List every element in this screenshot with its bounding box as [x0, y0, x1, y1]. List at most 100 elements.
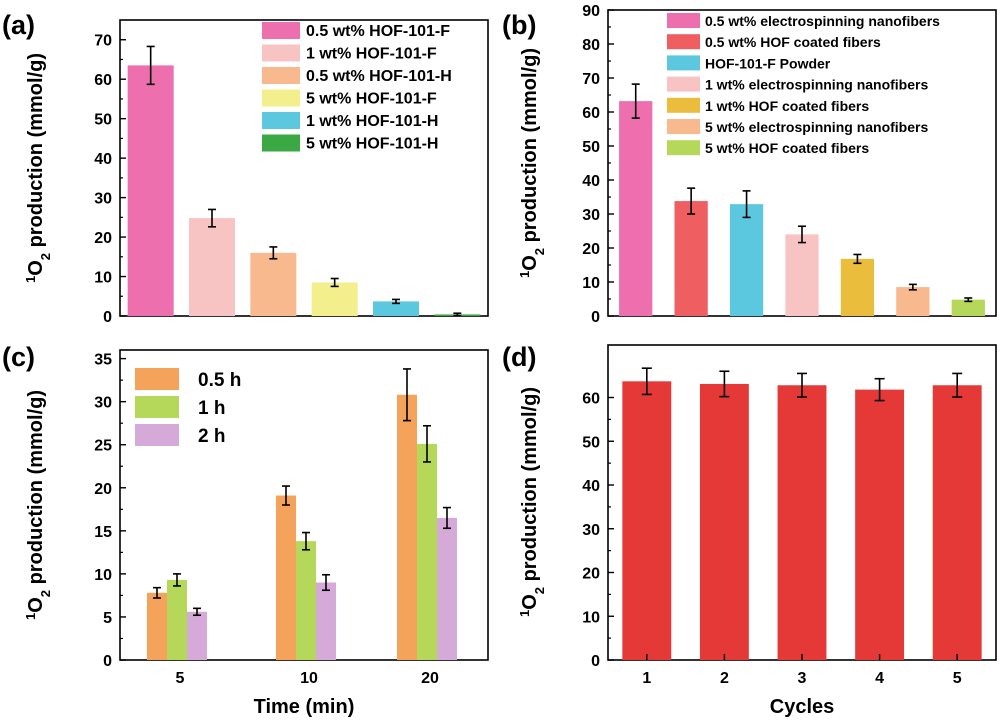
legend-label: HOF-101-F Powder	[705, 55, 831, 71]
x-axis-label: Time (min)	[254, 696, 355, 718]
x-tick-label: 4	[875, 670, 884, 687]
legend-label: 1 wt% HOF-101-H	[306, 113, 438, 130]
bar-7	[951, 299, 985, 316]
y-label-superscript: 1	[517, 610, 532, 617]
bar-05h-2	[276, 495, 296, 660]
y-tick-label: 20	[582, 241, 600, 258]
y-tick-label: 60	[94, 72, 112, 89]
y-tick-label: 30	[582, 522, 600, 539]
legend-label: 0.5 wt% HOF coated fibers	[705, 34, 881, 50]
bar-3	[729, 204, 764, 316]
y-label-subscript: 2	[38, 253, 53, 260]
y-label-main: O	[25, 260, 47, 276]
x-tick-label: 10	[300, 670, 318, 687]
y-axis-label: 1O2 production (mmol/g)	[23, 53, 53, 283]
legend-swatch	[667, 34, 700, 50]
bar-5	[373, 301, 419, 316]
legend-label: 0.5 h	[198, 370, 241, 391]
y-tick-label: 40	[582, 478, 600, 495]
bar-05h-1	[147, 592, 167, 660]
y-tick-label: 10	[582, 609, 600, 626]
x-tick-label: 2	[720, 670, 729, 687]
legend-swatch	[667, 140, 700, 156]
legend-swatch	[667, 76, 700, 92]
legend-swatch	[667, 13, 700, 28]
legend-label: 2 h	[198, 426, 225, 447]
bar-4	[311, 282, 358, 316]
legend-label: 5 wt% HOF-101-F	[306, 91, 437, 108]
y-axis-label: 1O2 production (mmol/g)	[517, 387, 547, 617]
bar-1h-1	[167, 579, 187, 660]
legend-label: 0.5 wt% electrospinning nanofibers	[705, 13, 940, 29]
legend-swatch	[262, 22, 300, 39]
panel-label: (d)	[502, 342, 536, 372]
bar-05h-3	[397, 394, 417, 660]
y-tick-label: 60	[582, 105, 600, 122]
legend-swatch	[262, 44, 300, 62]
y-label-rest: production (mmol/g)	[25, 53, 47, 253]
x-tick-label: 5	[176, 670, 185, 687]
bar-2h-2	[316, 582, 336, 660]
y-tick-label: 20	[94, 230, 112, 247]
y-tick-label: 20	[94, 481, 112, 498]
y-axis-label: 1O2 production (mmol/g)	[517, 48, 547, 278]
y-tick-label: 0	[103, 309, 112, 326]
y-tick-label: 50	[582, 434, 600, 451]
x-tick-label: 20	[421, 670, 439, 687]
plot-frame	[119, 19, 489, 317]
legend-label: 1 h	[198, 398, 225, 419]
y-tick-label: 35	[94, 352, 112, 369]
y-tick-label: 5	[103, 610, 112, 627]
legend-swatch	[667, 55, 700, 71]
legend-label: 5 wt% electrospinning nanofibers	[705, 119, 928, 135]
y-label-rest: production (mmol/g)	[519, 387, 541, 587]
y-tick-label: 40	[582, 173, 600, 190]
bar-4	[785, 234, 819, 316]
bar-cycle-3	[777, 385, 827, 660]
y-tick-label: 20	[582, 566, 600, 583]
legend-swatch	[262, 134, 300, 152]
legend-label: 1 wt% HOF coated fibers	[705, 98, 869, 114]
y-tick-label: 15	[94, 524, 112, 541]
y-tick-label: 70	[94, 33, 112, 50]
y-tick-label: 50	[94, 112, 112, 129]
y-tick-label: 10	[94, 567, 112, 584]
y-label-subscript: 2	[38, 590, 53, 597]
bar-cycle-4	[855, 389, 905, 660]
legend-label: 0.5 wt% HOF-101-F	[306, 23, 450, 40]
legend-swatch	[135, 424, 179, 446]
y-tick-label: 10	[582, 275, 600, 292]
y-label-superscript: 1	[23, 276, 38, 283]
panel-label: (a)	[2, 10, 35, 40]
y-tick-label: 30	[582, 207, 600, 224]
y-label-rest: production (mmol/g)	[25, 390, 47, 590]
y-label-rest: production (mmol/g)	[519, 48, 541, 248]
panel-label: (c)	[2, 342, 35, 372]
y-tick-label: 90	[582, 3, 600, 20]
y-tick-label: 10	[94, 270, 112, 287]
legend-label: 5 wt% HOF-101-H	[306, 136, 438, 153]
y-axis-label: 1O2 production (mmol/g)	[23, 390, 53, 620]
y-tick-label: 50	[582, 139, 600, 156]
y-label-superscript: 1	[517, 271, 532, 278]
y-tick-label: 0	[591, 653, 600, 670]
bar-5	[840, 258, 875, 316]
x-tick-label: 1	[642, 670, 651, 687]
panel-label: (b)	[502, 10, 536, 40]
y-tick-label: 80	[582, 37, 600, 54]
legend-swatch	[262, 112, 300, 129]
bar-2h-1	[187, 611, 207, 660]
bar-6	[896, 287, 930, 316]
y-tick-label: 30	[94, 191, 112, 208]
legend-label: 1 wt% electrospinning nanofibers	[705, 77, 928, 93]
y-tick-label: 30	[94, 395, 112, 412]
legend-swatch	[667, 119, 700, 134]
bar-cycle-2	[699, 383, 749, 660]
y-label-subscript: 2	[532, 248, 547, 255]
y-label-main: O	[25, 597, 47, 613]
bar-3	[250, 252, 297, 316]
bar-1h-2	[296, 541, 316, 660]
y-tick-label: 70	[582, 71, 600, 88]
bar-cycle-1	[622, 381, 672, 660]
